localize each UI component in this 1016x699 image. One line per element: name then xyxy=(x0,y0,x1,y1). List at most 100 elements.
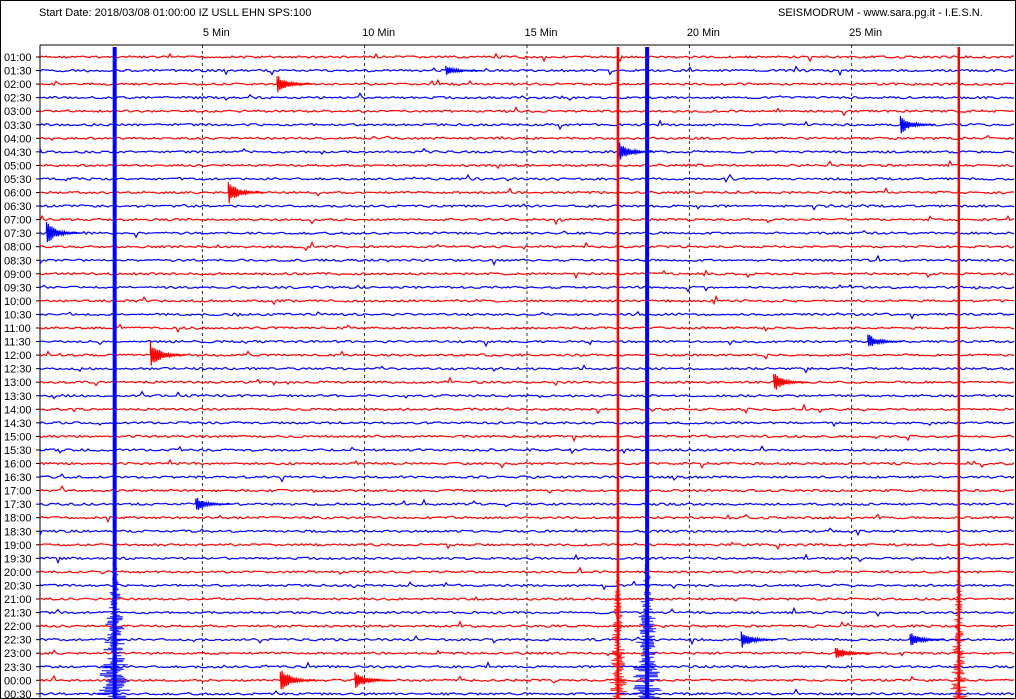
seismic-event xyxy=(867,334,904,347)
row-time-label: 15:30 xyxy=(4,445,32,457)
x-tick-label: 25 Min xyxy=(849,27,882,39)
row-time-label: 06:30 xyxy=(4,201,32,213)
seismic-trace xyxy=(39,421,1015,428)
row-time-label: 22:00 xyxy=(4,621,32,633)
seismic-trace xyxy=(39,553,1014,565)
seismic-event xyxy=(834,647,871,658)
row-time-label: 14:00 xyxy=(4,404,32,416)
row-time-label: 05:30 xyxy=(4,174,32,186)
x-tick-label: 15 Min xyxy=(524,27,557,39)
row-time-label: 11:00 xyxy=(4,323,31,335)
quake-coda xyxy=(608,545,628,699)
seismic-trace xyxy=(39,541,1015,551)
seismic-trace xyxy=(39,65,1015,77)
seismic-event xyxy=(909,633,946,646)
row-time-label: 06:00 xyxy=(4,188,32,200)
quake-coda xyxy=(632,545,662,699)
seismic-trace xyxy=(39,294,1015,306)
seismic-trace xyxy=(39,92,1015,101)
row-time-label: 20:00 xyxy=(4,567,32,579)
seismic-trace xyxy=(39,214,1015,226)
row-time-label: 09:00 xyxy=(4,269,32,281)
seismic-trace xyxy=(39,620,1015,630)
row-time-label: 22:30 xyxy=(4,635,32,647)
seismic-trace xyxy=(39,203,1015,211)
seismic-trace xyxy=(39,78,1015,87)
seismic-trace xyxy=(39,187,1015,197)
row-time-label: 00:30 xyxy=(4,689,32,699)
row-time-label: 02:30 xyxy=(4,93,32,105)
row-time-label: 14:30 xyxy=(4,418,32,430)
row-time-label: 23:00 xyxy=(4,648,32,660)
x-tick-label: 20 Min xyxy=(687,27,720,39)
row-time-label: 17:30 xyxy=(4,499,32,511)
seismic-trace xyxy=(39,485,1015,494)
seismic-trace xyxy=(39,434,1015,443)
seismic-event xyxy=(279,670,316,690)
row-time-label: 18:00 xyxy=(4,513,32,525)
quake-coda xyxy=(97,545,131,699)
seismic-trace xyxy=(39,527,1015,537)
row-time-label: 07:30 xyxy=(4,228,32,240)
seismic-event xyxy=(195,498,232,510)
seismic-trace xyxy=(39,134,1015,142)
quake-column xyxy=(957,47,961,699)
seismic-trace xyxy=(39,350,1015,360)
source-label: SEISMODRUM - www.sara.pg.it - I.E.S.N. xyxy=(778,7,983,19)
row-time-label: 05:00 xyxy=(4,160,32,172)
row-time-label: 13:30 xyxy=(4,391,32,403)
row-time-label: 01:30 xyxy=(4,66,32,78)
row-time-label: 10:30 xyxy=(4,309,32,321)
row-time-label: 21:00 xyxy=(4,594,32,606)
row-time-label: 00:00 xyxy=(4,675,32,687)
seismic-event xyxy=(45,221,82,243)
seismic-trace xyxy=(39,390,1015,400)
seismic-trace xyxy=(39,339,1015,348)
seismic-trace xyxy=(39,106,1015,117)
row-time-label: 17:00 xyxy=(4,486,32,498)
quake-column xyxy=(645,47,650,699)
row-time-label: 09:30 xyxy=(4,282,32,294)
row-time-label: 20:30 xyxy=(4,580,32,592)
seismic-event xyxy=(773,373,809,390)
row-time-label: 08:00 xyxy=(4,242,32,254)
seismic-trace xyxy=(39,310,1015,320)
x-tick-label: 5 Min xyxy=(203,27,230,39)
seismic-event xyxy=(354,672,391,688)
row-time-label: 23:30 xyxy=(4,662,32,674)
seismic-event xyxy=(227,182,264,204)
seismic-trace xyxy=(39,445,1015,455)
seismic-trace xyxy=(39,119,1015,131)
row-time-label: 07:00 xyxy=(4,215,32,227)
x-tick-label: 10 Min xyxy=(362,27,395,39)
seismic-trace xyxy=(39,566,1015,575)
seismic-event xyxy=(899,116,936,134)
quake-column xyxy=(616,47,620,699)
seismic-trace xyxy=(39,674,1015,684)
seismic-trace xyxy=(39,596,1015,602)
seismic-trace xyxy=(39,580,1015,591)
row-time-label: 12:00 xyxy=(4,350,32,362)
seismic-trace xyxy=(39,376,1015,387)
seismic-trace xyxy=(39,661,1015,670)
seismic-trace xyxy=(39,403,1015,415)
row-time-label: 18:30 xyxy=(4,526,32,538)
row-time-label: 04:30 xyxy=(4,147,32,159)
row-time-label: 16:00 xyxy=(4,459,32,471)
row-time-label: 04:00 xyxy=(4,133,32,145)
seismic-trace xyxy=(39,473,1015,483)
seismic-trace xyxy=(39,458,1015,469)
quake-coda xyxy=(950,545,968,699)
seismic-event xyxy=(740,631,777,648)
row-time-label: 10:00 xyxy=(4,296,32,308)
seismic-trace xyxy=(39,513,1015,524)
seismic-trace xyxy=(39,634,1015,646)
seismic-event xyxy=(149,341,186,366)
seismic-event xyxy=(445,65,481,76)
row-time-label: 19:00 xyxy=(4,540,32,552)
seismic-trace xyxy=(39,688,1015,696)
row-time-label: 21:30 xyxy=(4,608,32,620)
seismic-trace xyxy=(39,241,1015,252)
